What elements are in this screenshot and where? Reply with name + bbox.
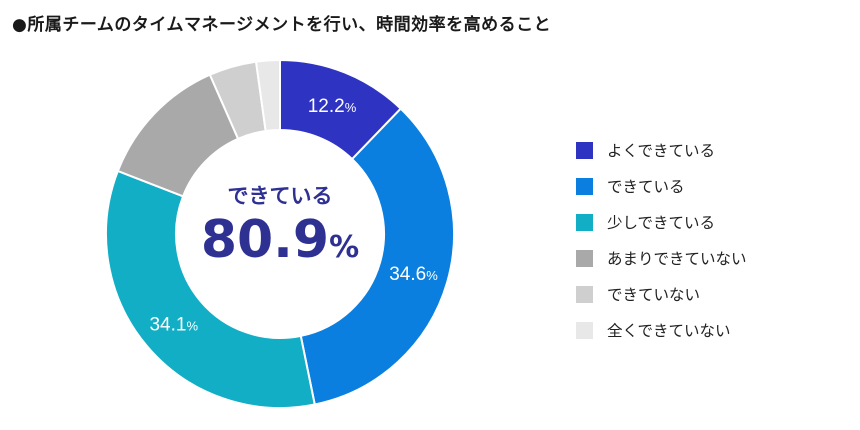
legend-swatch xyxy=(576,213,593,231)
donut-slice-3 xyxy=(105,169,316,409)
legend-swatch xyxy=(576,249,593,267)
legend-swatch xyxy=(576,177,593,195)
center-value-unit: % xyxy=(329,230,360,265)
center-value: 80.9% xyxy=(180,210,380,270)
center-summary: できている 80.9% xyxy=(180,180,380,269)
legend-item: 少しできている xyxy=(576,204,747,240)
legend-label: できている xyxy=(607,178,685,196)
legend-label: 全くできていない xyxy=(607,322,731,340)
legend-label: できていない xyxy=(607,286,701,304)
legend-item: あまりできていない xyxy=(576,240,747,276)
legend-swatch xyxy=(576,285,593,303)
slice-data-label-1: 12.2% xyxy=(308,96,357,117)
legend-swatch xyxy=(576,141,593,159)
legend-swatch xyxy=(576,321,593,339)
slice-data-label-2: 34.6% xyxy=(389,264,438,285)
donut-slice-6 xyxy=(254,58,281,133)
slice-data-label-3: 34.1% xyxy=(149,315,198,336)
chart-title: ●所属チームのタイムマネージメントを行い、時間効率を高めること xyxy=(12,15,552,35)
legend-item: よくできている xyxy=(576,132,747,168)
legend-item: できていない xyxy=(576,276,747,312)
legend-item: 全くできていない xyxy=(576,312,747,348)
legend-item: できている xyxy=(576,168,747,204)
legend-label: あまりできていない xyxy=(607,250,747,268)
donut-chart: 12.2% 34.6% 34.1% xyxy=(105,58,455,409)
center-value-number: 80.9 xyxy=(200,210,330,270)
legend: よくできている できている少しできているあまりできていない できていない全くできてい… xyxy=(576,132,747,348)
legend-label: 少しできている xyxy=(607,214,716,232)
donut-slice-2 xyxy=(299,107,455,406)
legend-label: よくできている xyxy=(607,142,716,160)
center-label: できている xyxy=(227,184,333,208)
